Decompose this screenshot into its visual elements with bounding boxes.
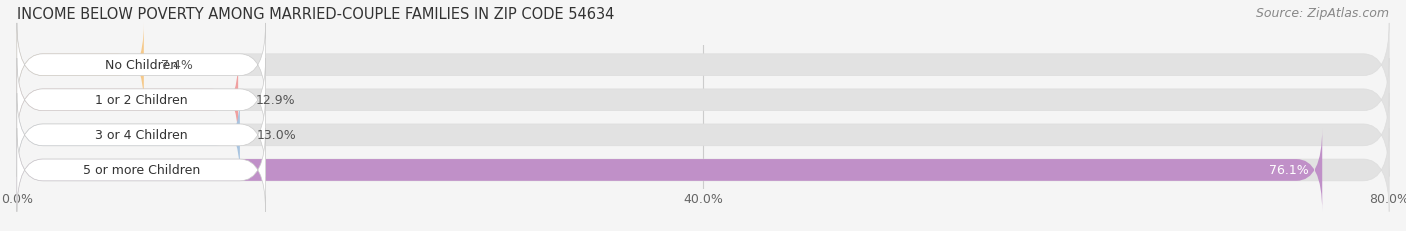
FancyBboxPatch shape bbox=[17, 24, 1389, 107]
FancyBboxPatch shape bbox=[17, 24, 266, 107]
FancyBboxPatch shape bbox=[17, 24, 143, 107]
FancyBboxPatch shape bbox=[17, 94, 240, 177]
Text: 12.9%: 12.9% bbox=[256, 94, 295, 107]
FancyBboxPatch shape bbox=[17, 59, 238, 142]
FancyBboxPatch shape bbox=[17, 94, 266, 177]
Text: 7.4%: 7.4% bbox=[160, 59, 193, 72]
Text: 3 or 4 Children: 3 or 4 Children bbox=[96, 129, 187, 142]
Text: Source: ZipAtlas.com: Source: ZipAtlas.com bbox=[1256, 7, 1389, 20]
FancyBboxPatch shape bbox=[17, 59, 266, 142]
FancyBboxPatch shape bbox=[17, 129, 266, 212]
Text: 13.0%: 13.0% bbox=[257, 129, 297, 142]
Text: 1 or 2 Children: 1 or 2 Children bbox=[96, 94, 187, 107]
Text: INCOME BELOW POVERTY AMONG MARRIED-COUPLE FAMILIES IN ZIP CODE 54634: INCOME BELOW POVERTY AMONG MARRIED-COUPL… bbox=[17, 7, 614, 22]
FancyBboxPatch shape bbox=[17, 59, 1389, 142]
FancyBboxPatch shape bbox=[17, 129, 1322, 212]
Text: 5 or more Children: 5 or more Children bbox=[83, 164, 200, 177]
Text: No Children: No Children bbox=[104, 59, 177, 72]
Text: 76.1%: 76.1% bbox=[1268, 164, 1309, 177]
FancyBboxPatch shape bbox=[17, 129, 1389, 212]
FancyBboxPatch shape bbox=[17, 94, 1389, 177]
